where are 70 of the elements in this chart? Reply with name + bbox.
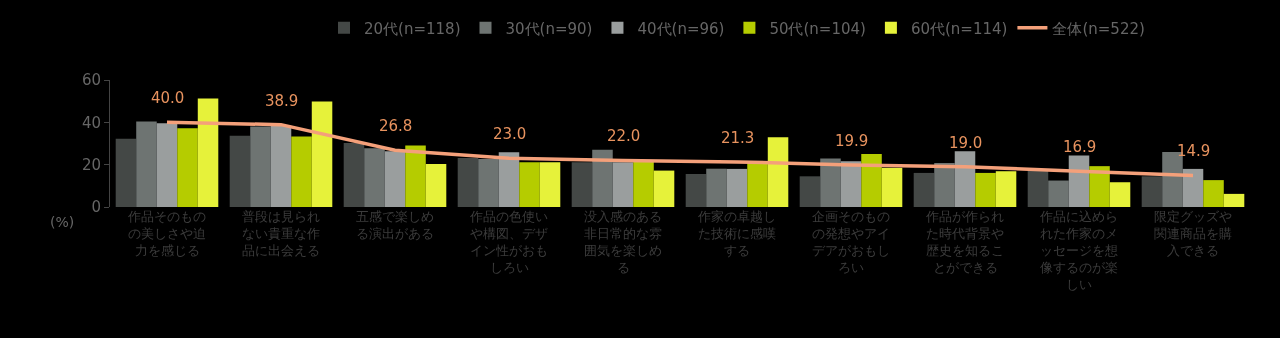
y-tick-label: 0	[91, 198, 101, 217]
bar	[1182, 168, 1204, 207]
bar	[934, 162, 955, 207]
data-label: 14.9	[1177, 142, 1211, 160]
bar	[156, 123, 178, 207]
data-label: 38.9	[265, 92, 299, 110]
bar	[229, 135, 251, 207]
bar	[425, 164, 447, 207]
bar	[861, 154, 882, 207]
legend-label: 30代(n=90)	[505, 19, 593, 38]
bar	[571, 162, 593, 207]
bar	[539, 162, 561, 207]
bar	[612, 162, 634, 207]
bar	[913, 172, 935, 207]
bar	[270, 125, 292, 207]
bar	[799, 176, 821, 207]
data-label: 19.0	[949, 134, 983, 152]
bar	[726, 168, 748, 207]
bar	[478, 158, 499, 207]
bar	[954, 151, 976, 207]
bar	[1027, 171, 1049, 207]
bar	[250, 126, 271, 207]
bar	[1109, 182, 1131, 207]
bar	[1223, 193, 1245, 207]
bar	[975, 172, 996, 207]
data-label: 23.0	[493, 125, 527, 143]
bar	[291, 136, 312, 207]
bar	[706, 168, 727, 207]
bar	[519, 162, 540, 207]
bar	[177, 128, 198, 207]
y-tick-label: 60	[81, 71, 101, 90]
data-label: 21.3	[721, 129, 755, 147]
bar	[1048, 180, 1069, 207]
bar	[881, 167, 903, 207]
bar	[840, 161, 862, 207]
y-tick-label: 20	[81, 155, 101, 174]
bar	[1089, 166, 1110, 207]
data-label: 40.0	[151, 89, 185, 107]
bar	[343, 143, 365, 207]
data-label: 16.9	[1063, 138, 1097, 156]
legend-label: 40代(n=96)	[637, 19, 725, 38]
bar	[1141, 176, 1163, 207]
legend-label: 20代(n=118)	[364, 19, 461, 38]
bar	[115, 138, 137, 207]
bar	[653, 170, 675, 207]
data-label: 22.0	[607, 127, 641, 145]
bar	[1203, 180, 1224, 207]
legend-label: 60代(n=114)	[910, 19, 1008, 38]
data-label: 26.8	[379, 117, 413, 135]
bar	[384, 151, 406, 207]
bar	[995, 171, 1017, 207]
bar	[820, 158, 841, 207]
y-axis-title: (%)	[50, 214, 75, 230]
y-tick-label: 40	[81, 113, 101, 132]
bar	[311, 101, 333, 207]
bar	[1068, 155, 1090, 207]
legend-label: 全体(n=522)	[1052, 19, 1145, 38]
bar	[457, 157, 479, 207]
bar	[747, 162, 768, 207]
bar	[405, 145, 426, 207]
data-label: 19.9	[835, 132, 869, 150]
bar	[592, 149, 613, 207]
bar	[633, 161, 654, 207]
legend-label: 50代(n=104)	[769, 19, 866, 38]
bar	[364, 148, 385, 207]
bar	[498, 152, 520, 207]
bar	[136, 121, 157, 207]
bar	[685, 173, 707, 207]
bar	[767, 137, 789, 207]
bar	[197, 98, 219, 207]
